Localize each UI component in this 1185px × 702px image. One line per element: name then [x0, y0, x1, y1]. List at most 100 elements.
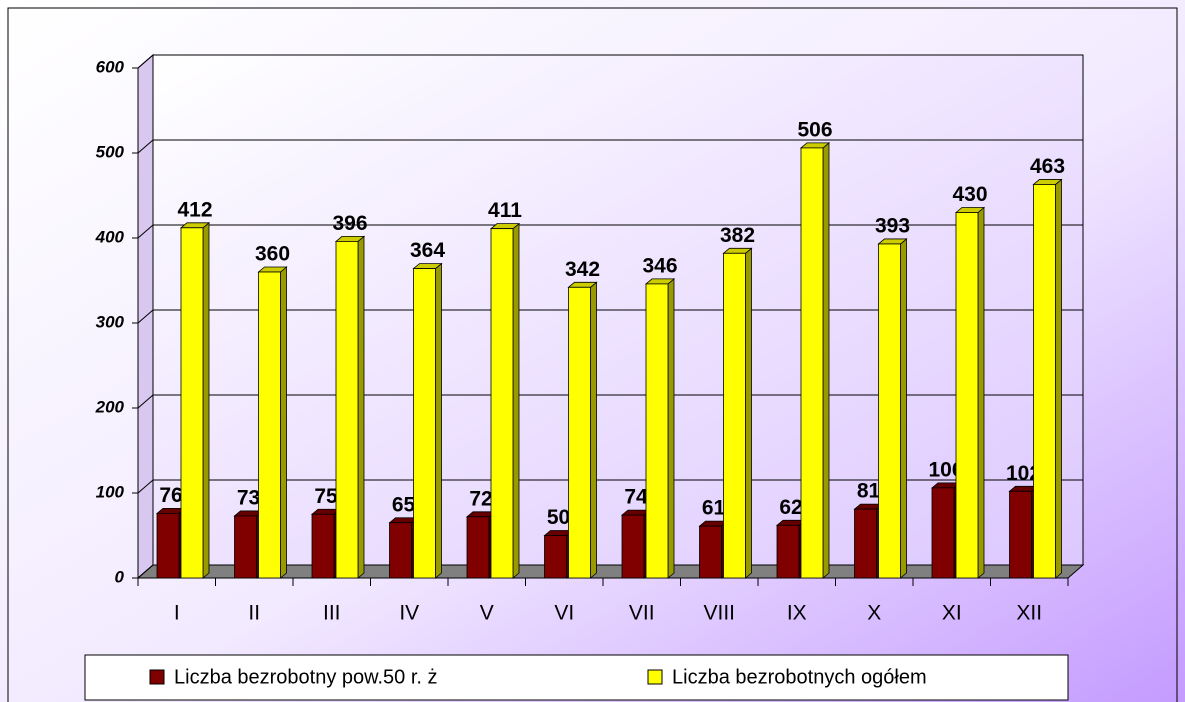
bar-front	[180, 227, 204, 579]
bar-front	[568, 286, 591, 579]
bar	[489, 222, 521, 579]
bar-side	[435, 262, 442, 579]
x-tick-label: V	[480, 602, 494, 625]
x-tick-label: VIII	[703, 602, 735, 625]
bar	[310, 508, 342, 579]
legend-label: Liczba bezrobotnych ogółem	[672, 666, 927, 688]
data-label: 396	[332, 212, 367, 235]
data-label: 360	[255, 243, 290, 266]
bar	[412, 262, 443, 579]
bar-side	[202, 221, 210, 579]
bar-side	[900, 238, 907, 579]
data-label: 74	[624, 486, 648, 509]
x-tick-label: II	[248, 602, 260, 625]
y-tick-label: 600	[96, 57, 125, 76]
data-label: 106	[928, 458, 963, 481]
bar-front	[1033, 184, 1056, 579]
grid-line-side	[137, 54, 154, 69]
bar-front	[389, 522, 412, 579]
x-tick-label: VI	[554, 602, 574, 625]
bar-side	[1055, 178, 1062, 579]
y-tick-label: 500	[96, 142, 125, 161]
bar	[179, 221, 211, 579]
bar-side	[357, 235, 365, 579]
x-tick-label: XI	[942, 602, 962, 625]
data-label: 62	[779, 496, 802, 519]
bar-side	[280, 266, 287, 579]
y-tick-label: 200	[95, 397, 125, 416]
data-label: 364	[410, 239, 445, 262]
grid-line-side	[137, 394, 154, 409]
data-label: 393	[875, 214, 910, 237]
x-tick-label: XII	[1016, 602, 1042, 625]
bar	[644, 278, 676, 579]
bar-front	[854, 508, 877, 579]
y-tick-label: 0	[115, 567, 125, 586]
bar-front	[955, 212, 979, 579]
data-label: 382	[720, 224, 755, 247]
data-label: 50	[547, 506, 570, 529]
bar-front	[776, 524, 800, 579]
bar-side	[745, 247, 752, 579]
grid-line-side	[137, 309, 154, 324]
bar-front	[413, 268, 436, 579]
x-tick-label: X	[867, 602, 881, 625]
data-label: 81	[857, 480, 881, 503]
data-label: 463	[1030, 155, 1065, 178]
x-tick-label: VII	[629, 602, 655, 625]
bar	[877, 238, 908, 579]
bar-front	[156, 513, 180, 579]
bar-front	[544, 535, 567, 579]
data-label: 411	[488, 199, 522, 222]
data-label: 506	[797, 118, 832, 141]
grid-line-side	[137, 139, 154, 154]
bar-front	[931, 487, 955, 579]
bar-front	[878, 243, 901, 579]
bar-side	[512, 222, 520, 579]
data-label: 73	[237, 486, 260, 509]
grid-line-side	[137, 564, 154, 579]
grid-line-side	[137, 479, 154, 494]
y-tick-label: 400	[95, 227, 125, 246]
data-label: 76	[159, 484, 182, 507]
data-label: 61	[702, 497, 726, 520]
data-label: 342	[565, 258, 600, 281]
data-label: 430	[952, 183, 987, 206]
bar-front	[699, 525, 722, 579]
x-tick-label: IV	[399, 602, 419, 625]
legend-swatch	[647, 669, 663, 685]
legend	[84, 654, 1069, 701]
x-tick-label: III	[323, 602, 341, 625]
bar-front	[466, 516, 490, 579]
bar-front	[800, 147, 824, 579]
bar-side	[590, 281, 597, 579]
bar	[567, 281, 598, 579]
x-tick-label: IX	[787, 602, 807, 625]
bar-front	[1009, 490, 1032, 579]
chart-border	[7, 7, 1178, 702]
y-tick-label: 100	[96, 482, 125, 501]
x-tick-label: I	[174, 602, 180, 625]
bar-front	[645, 283, 669, 579]
data-label: 346	[642, 254, 677, 277]
y-tick-label: 300	[96, 312, 125, 331]
bar	[954, 206, 986, 579]
bar-side	[822, 142, 830, 579]
bar-side	[977, 206, 985, 579]
bar-front	[258, 271, 281, 579]
data-label: 65	[392, 493, 416, 516]
bar-front	[490, 228, 514, 579]
bar	[722, 247, 753, 579]
legend-swatch	[149, 669, 165, 685]
data-label: 102	[1006, 462, 1041, 485]
bar-front	[335, 240, 359, 579]
bar	[334, 235, 366, 579]
bar-front	[621, 514, 645, 579]
data-label: 72	[469, 487, 492, 510]
data-label: 412	[177, 198, 212, 221]
bar-front	[723, 252, 746, 579]
bar	[1032, 178, 1063, 579]
bar-front	[311, 513, 335, 579]
bar-front	[234, 515, 257, 579]
